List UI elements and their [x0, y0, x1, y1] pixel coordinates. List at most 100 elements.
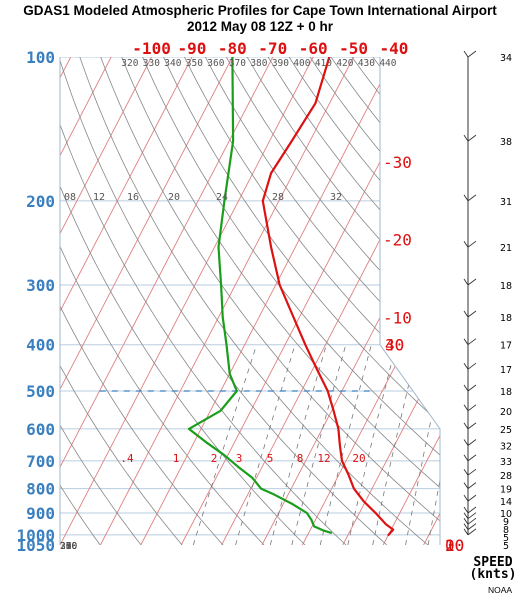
dry-adiabat-line — [60, 57, 142, 545]
wind-speed-label: 5 — [503, 541, 509, 552]
theta-label: 280 — [60, 541, 77, 552]
wind-barb — [463, 194, 477, 202]
wind-barb — [463, 422, 477, 430]
theta-label: 270 — [60, 541, 77, 552]
theta-label: 310 — [60, 541, 77, 552]
wind-speed-label: 18 — [500, 281, 512, 292]
mixing-ratio-label: 20 — [168, 192, 180, 203]
isotherm-line — [60, 57, 193, 545]
theta-label: 300 — [60, 541, 77, 552]
theta-label: 360 — [207, 58, 224, 69]
wind-speed-label: 34 — [500, 53, 512, 64]
plot-border-right — [379, 57, 441, 545]
mixing-ratio-label: 24 — [216, 192, 228, 203]
dry-adiabat-line — [246, 57, 440, 545]
plot-area — [0, 57, 440, 545]
theta-label: 390 — [272, 58, 289, 69]
temperature-label: -60 — [299, 39, 328, 58]
wind-speed-label: 10 — [500, 509, 512, 520]
theta-label: 430 — [358, 58, 375, 69]
wind-barb — [463, 468, 477, 476]
wind-barb — [463, 494, 477, 502]
wind-speed-label: 18 — [500, 387, 512, 398]
temperature-trace — [261, 57, 395, 536]
dry-adiabat-line — [184, 57, 440, 545]
wind-barb — [463, 439, 477, 446]
mixing-ratio-line — [427, 344, 440, 545]
theta-label: 320 — [121, 58, 138, 69]
dry-adiabat-line — [330, 57, 440, 545]
theta-label: 370 — [229, 58, 246, 69]
dewpoint-trace — [187, 57, 333, 534]
mixing-ratio-label: .4 — [120, 452, 134, 465]
wind-barb — [463, 517, 477, 525]
wind-speed-label: 5 — [503, 533, 509, 544]
wind-speed-header: SPEED — [473, 555, 512, 570]
isotherm-line — [60, 57, 233, 545]
isotherm-line — [180, 57, 435, 545]
wind-barb — [463, 240, 477, 248]
wind-barb — [463, 134, 477, 142]
pressure-label: 1000 — [16, 526, 55, 545]
temperature-label-right: -10 — [383, 309, 412, 328]
dry-adiabat-line — [0, 57, 59, 545]
pressure-label: 700 — [26, 452, 55, 471]
wind-barb — [463, 512, 477, 520]
temperature-label: -70 — [258, 39, 287, 58]
pressure-label: 800 — [26, 480, 55, 499]
wind-barb — [463, 310, 477, 318]
isotherm-line — [100, 57, 354, 545]
mixing-ratio-line — [319, 344, 372, 545]
theta-label: 410 — [315, 58, 332, 69]
mixing-ratio-line — [405, 344, 440, 545]
mixing-ratio-label: 2 — [211, 452, 218, 465]
mixing-ratio-line — [291, 344, 347, 545]
credit-label: NOAA — [488, 585, 512, 595]
dry-adiabat-line — [79, 57, 429, 545]
mixing-ratio-line — [347, 344, 397, 545]
dry-adiabat-line — [372, 57, 440, 545]
temperature-label-right: -20 — [383, 231, 412, 250]
dry-adiabat-line — [60, 57, 183, 545]
theta-label: 350 — [186, 58, 203, 69]
isotherm-line — [0, 57, 30, 545]
theta-label: 340 — [164, 58, 181, 69]
wind-speed-label: 38 — [500, 137, 512, 148]
isotherm-line — [302, 57, 440, 545]
wind-barb — [463, 454, 477, 462]
wind-speed-label: 21 — [500, 243, 512, 254]
dry-adiabat-line — [351, 57, 440, 545]
wind-speed-label: 17 — [500, 365, 512, 376]
theta-labels-top: 320 330 340 350 360 370 380 390 400 410 420 430 440 — [121, 58, 396, 69]
dry-adiabat-line — [60, 57, 388, 545]
wind-barb — [463, 506, 477, 514]
isotherm-line — [342, 57, 440, 545]
wind-barb — [463, 362, 477, 370]
dry-adiabat-line — [288, 57, 440, 545]
dry-adiabat-line — [0, 57, 18, 545]
pressure-label: 300 — [26, 276, 55, 295]
mixing-ratio-label: 20 — [352, 452, 365, 465]
theta-label: 250 — [60, 541, 77, 552]
isotherm-line — [140, 57, 395, 545]
theta-label: 260 — [60, 541, 77, 552]
mixing-ratio-label: 28 — [272, 192, 284, 203]
temperature-label: -80 — [218, 39, 247, 58]
wind-barb — [463, 404, 477, 412]
wind-speed-unit: (knts) — [470, 567, 517, 582]
temperature-label: -40 — [380, 39, 409, 58]
wind-speed-label: 8 — [503, 525, 509, 536]
wind-barb — [463, 523, 477, 530]
wind-speed-label: 25 — [500, 425, 512, 436]
dry-adiabat-line — [163, 57, 440, 545]
mixing-ratio-label: 12 — [317, 452, 330, 465]
dry-adiabat-line — [100, 57, 440, 545]
dry-adiabat-line — [142, 57, 440, 545]
theta-label: 440 — [379, 58, 396, 69]
mixing-ratio-lines — [192, 344, 440, 545]
mixing-ratio-label: 5 — [267, 452, 274, 465]
